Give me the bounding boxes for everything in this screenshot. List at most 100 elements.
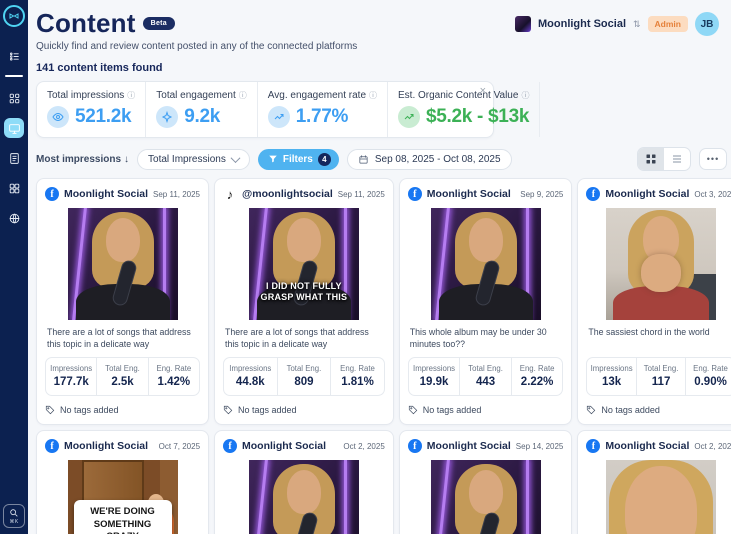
post-thumbnail[interactable]: WE'RE DOING SOMETHING CRAZY xyxy=(67,460,178,534)
stat-label: Total engagement xyxy=(156,90,236,101)
list-view-button[interactable] xyxy=(664,148,690,170)
account-name: Moonlight Social xyxy=(605,440,690,452)
post-date: Sep 11, 2025 xyxy=(337,189,385,199)
eye-icon xyxy=(47,106,69,128)
post-thumbnail[interactable] xyxy=(248,460,359,534)
content-card[interactable]: f Moonlight Social Oct 3, 2025 The sassi… xyxy=(577,178,731,425)
content-card[interactable]: f Moonlight Social Sep 9, 2025 This whol… xyxy=(398,178,573,425)
stat-organic-content-value: Est. Organic Content Value ⓘ $5.2k - $13k xyxy=(388,82,541,137)
tags-row[interactable]: No tags added xyxy=(45,405,200,415)
post-date: Oct 3, 2025 xyxy=(694,189,731,199)
content-card[interactable]: f Moonlight Social Oct 2, 2025 I only us… xyxy=(214,430,394,534)
sidebar-item-checklist[interactable] xyxy=(4,46,24,66)
content-card[interactable]: ♪ @moonlightsocial Sep 11, 2025 I DID NO… xyxy=(214,178,394,425)
stat-label: Est. Organic Content Value xyxy=(398,90,519,101)
info-icon[interactable]: ⓘ xyxy=(369,91,377,100)
chevron-updown-icon[interactable]: ⇅ xyxy=(633,18,641,29)
post-thumbnail[interactable] xyxy=(606,208,717,320)
stat-label: Avg. engagement rate xyxy=(267,90,366,101)
search-shortcut: ⌘K xyxy=(9,518,19,525)
facebook-icon: f xyxy=(45,439,59,453)
sidebar-search-button[interactable]: ⌘K xyxy=(3,504,25,528)
post-thumbnail[interactable] xyxy=(67,208,178,320)
sidebar-item-content[interactable] xyxy=(4,118,24,138)
sidebar-item-posts[interactable] xyxy=(4,148,24,168)
no-tags-label: No tags added xyxy=(422,405,482,415)
post-thumbnail[interactable]: I DID NOT FULLY GRASP WHAT THIS xyxy=(248,208,359,320)
impressions-value: 19.9k xyxy=(419,376,449,388)
sidebar: ⌘K xyxy=(0,0,28,534)
facebook-icon: f xyxy=(45,187,59,201)
post-thumbnail[interactable] xyxy=(606,460,717,534)
sidebar-item-web[interactable] xyxy=(4,208,24,228)
stat-value: 521.2k xyxy=(75,106,132,127)
filters-label: Filters xyxy=(282,153,313,165)
trend-up-icon xyxy=(398,106,420,128)
eng-rate-value: 0.90% xyxy=(694,376,727,388)
facebook-icon: f xyxy=(586,187,601,201)
filters-button[interactable]: Filters 4 xyxy=(257,148,339,170)
total-eng-value: 809 xyxy=(294,376,314,388)
content-card-grid: f Moonlight Social Sep 11, 2025 There ar… xyxy=(36,178,731,534)
brand-logo[interactable] xyxy=(3,5,25,27)
eng-rate-label: Eng. Rate xyxy=(519,364,555,373)
date-range-picker[interactable]: Sep 08, 2025 - Oct 08, 2025 xyxy=(346,148,512,170)
eng-rate-label: Eng. Rate xyxy=(340,364,375,373)
content-card[interactable]: f Moonlight Social Sep 11, 2025 There ar… xyxy=(36,178,210,425)
post-caption: The sassiest chord in the world xyxy=(588,327,710,337)
posts-doc-icon xyxy=(9,152,19,164)
workspace-name[interactable]: Moonlight Social xyxy=(538,18,626,30)
post-stats: Impressions 13k Total Eng. 117 Eng. Rate… xyxy=(586,357,731,396)
impressions-label: Impressions xyxy=(229,364,272,373)
sidebar-divider xyxy=(5,75,23,77)
account-name: Moonlight Social xyxy=(64,440,148,452)
post-thumbnail[interactable] xyxy=(430,208,541,320)
account-name: Moonlight Social xyxy=(426,188,511,200)
eng-rate-label: Eng. Rate xyxy=(156,364,192,373)
widgets-grid-icon xyxy=(9,183,19,193)
content-card[interactable]: f Moonlight Social Oct 2, 2025 🗒️✏️ Impr… xyxy=(577,430,731,534)
sort-dropdown[interactable]: Most impressions ↓ xyxy=(36,154,129,165)
info-icon[interactable]: ⓘ xyxy=(238,91,247,100)
content-card[interactable]: f Moonlight Social Oct 7, 2025 WE'RE DOI… xyxy=(36,430,210,534)
tags-row[interactable]: No tags added xyxy=(408,405,564,415)
post-caption: There are a lot of songs that address th… xyxy=(225,327,369,349)
account-name: Moonlight Social xyxy=(426,440,511,452)
stat-value: 1.77% xyxy=(295,106,349,127)
more-options-button[interactable]: ••• xyxy=(699,148,727,170)
results-count: 141 content items found xyxy=(36,62,163,74)
stat-value: 9.2k xyxy=(184,106,221,127)
metric-dropdown[interactable]: Total Impressions xyxy=(137,148,250,170)
tags-row[interactable]: No tags added xyxy=(586,405,731,415)
page-title: Content xyxy=(36,8,136,38)
calendar-icon xyxy=(359,154,368,164)
account-name: Moonlight Social xyxy=(605,188,690,200)
sidebar-item-apps[interactable] xyxy=(4,88,24,108)
post-thumbnail[interactable] xyxy=(430,460,541,534)
grid-view-button[interactable] xyxy=(638,148,664,170)
account-name: Moonlight Social xyxy=(64,188,148,200)
tags-row[interactable]: No tags added xyxy=(223,405,385,415)
search-icon xyxy=(10,508,18,517)
user-avatar[interactable]: JB xyxy=(695,12,719,36)
close-icon[interactable]: × xyxy=(479,85,486,97)
info-icon[interactable]: ⓘ xyxy=(521,91,530,100)
account-switcher[interactable]: Moonlight Social ⇅ Admin JB xyxy=(515,12,719,36)
facebook-icon: f xyxy=(223,439,238,453)
post-caption: This whole album may be under 30 minutes… xyxy=(409,327,547,349)
info-icon[interactable]: ⓘ xyxy=(127,91,136,100)
trend-up-icon xyxy=(267,106,290,128)
stats-summary-bar: Total impressions ⓘ 521.2k Total engageme… xyxy=(36,81,541,138)
funnel-icon xyxy=(269,155,277,163)
post-date: Oct 2, 2025 xyxy=(694,441,731,451)
filters-count-badge: 4 xyxy=(317,152,331,166)
impressions-value: 177.7k xyxy=(53,376,89,388)
sidebar-item-widgets[interactable] xyxy=(4,178,24,198)
role-badge: Admin xyxy=(647,16,688,32)
facebook-icon: f xyxy=(407,439,422,453)
post-date: Sep 11, 2025 xyxy=(153,189,201,199)
thumbnail-overlay-text: I DID NOT FULLY GRASP WHAT THIS xyxy=(260,280,348,303)
content-monitor-icon xyxy=(8,123,20,134)
content-card[interactable]: f Moonlight Social Sep 14, 2025 I'm star… xyxy=(398,430,573,534)
list-view-icon xyxy=(673,155,681,163)
